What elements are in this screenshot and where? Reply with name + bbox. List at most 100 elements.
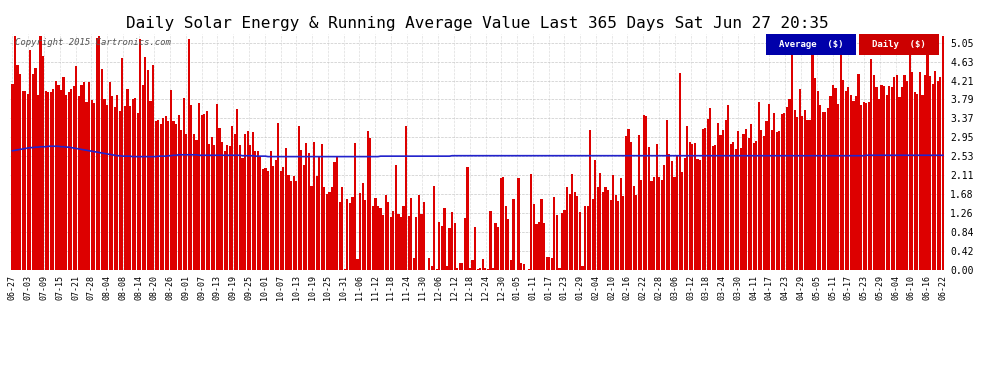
Bar [592, 200, 594, 270]
Bar [134, 99, 137, 270]
Bar [886, 96, 888, 270]
Bar [24, 91, 27, 270]
Bar [237, 109, 239, 270]
Bar [14, 36, 16, 270]
Bar [553, 197, 555, 270]
Bar [476, 269, 479, 270]
Bar [177, 115, 180, 270]
Bar [234, 134, 236, 270]
Bar [880, 86, 883, 270]
Bar [801, 116, 804, 270]
Bar [673, 177, 675, 270]
Bar [538, 222, 541, 270]
Bar [206, 111, 208, 270]
Bar [796, 117, 798, 270]
Bar [366, 131, 369, 270]
Bar [298, 126, 300, 270]
Bar [544, 223, 545, 270]
Bar [428, 258, 431, 270]
Bar [730, 144, 732, 270]
Bar [531, 174, 533, 270]
Bar [42, 56, 45, 270]
Bar [22, 91, 24, 270]
Bar [318, 157, 321, 270]
Bar [658, 177, 660, 270]
Bar [523, 264, 525, 270]
Bar [855, 96, 857, 270]
Bar [27, 93, 29, 270]
Bar [571, 174, 573, 270]
Bar [98, 36, 100, 270]
Bar [45, 91, 47, 270]
Bar [469, 268, 471, 270]
Bar [482, 259, 484, 270]
Bar [129, 106, 131, 270]
Bar [262, 169, 264, 270]
Bar [70, 90, 72, 270]
Bar [474, 227, 476, 270]
Bar [671, 161, 673, 270]
Bar [840, 41, 842, 270]
Bar [794, 110, 796, 270]
Bar [536, 224, 538, 270]
Bar [154, 122, 156, 270]
Bar [336, 157, 339, 270]
Bar [101, 69, 103, 270]
Bar [865, 103, 867, 270]
Bar [316, 176, 318, 270]
Bar [617, 201, 620, 270]
Bar [623, 196, 625, 270]
Bar [691, 144, 693, 270]
Bar [387, 202, 389, 270]
Bar [574, 192, 576, 270]
Bar [453, 223, 455, 270]
Bar [193, 134, 195, 270]
Bar [295, 180, 297, 270]
Bar [870, 59, 872, 270]
Bar [249, 146, 251, 270]
Bar [717, 123, 719, 270]
Bar [935, 72, 937, 270]
Bar [140, 39, 142, 270]
Bar [665, 120, 668, 270]
Bar [873, 75, 875, 270]
Bar [584, 206, 586, 270]
Bar [791, 44, 793, 270]
Bar [151, 65, 154, 270]
Bar [610, 200, 612, 270]
Bar [725, 120, 727, 270]
Bar [545, 257, 547, 270]
Bar [382, 215, 384, 270]
Bar [185, 134, 187, 270]
Bar [786, 106, 788, 270]
Bar [875, 87, 877, 270]
Bar [822, 112, 824, 270]
Bar [329, 192, 331, 270]
Bar [415, 217, 418, 270]
Bar [251, 132, 253, 270]
Bar [484, 268, 486, 270]
Bar [638, 135, 640, 270]
Bar [660, 180, 662, 270]
Bar [513, 198, 515, 270]
Bar [625, 136, 627, 270]
Bar [106, 105, 108, 270]
Bar [727, 105, 730, 270]
Bar [579, 212, 581, 270]
Bar [259, 156, 261, 270]
Bar [40, 36, 42, 270]
Bar [456, 268, 458, 270]
Bar [451, 212, 453, 270]
Bar [88, 82, 90, 270]
Bar [293, 176, 295, 270]
Bar [379, 208, 381, 270]
Bar [898, 97, 901, 270]
Bar [566, 187, 568, 270]
Bar [17, 65, 19, 270]
Bar [52, 89, 54, 270]
Bar [722, 130, 724, 270]
Bar [83, 82, 85, 270]
Bar [377, 206, 379, 270]
Bar [940, 77, 941, 270]
Bar [752, 142, 754, 270]
